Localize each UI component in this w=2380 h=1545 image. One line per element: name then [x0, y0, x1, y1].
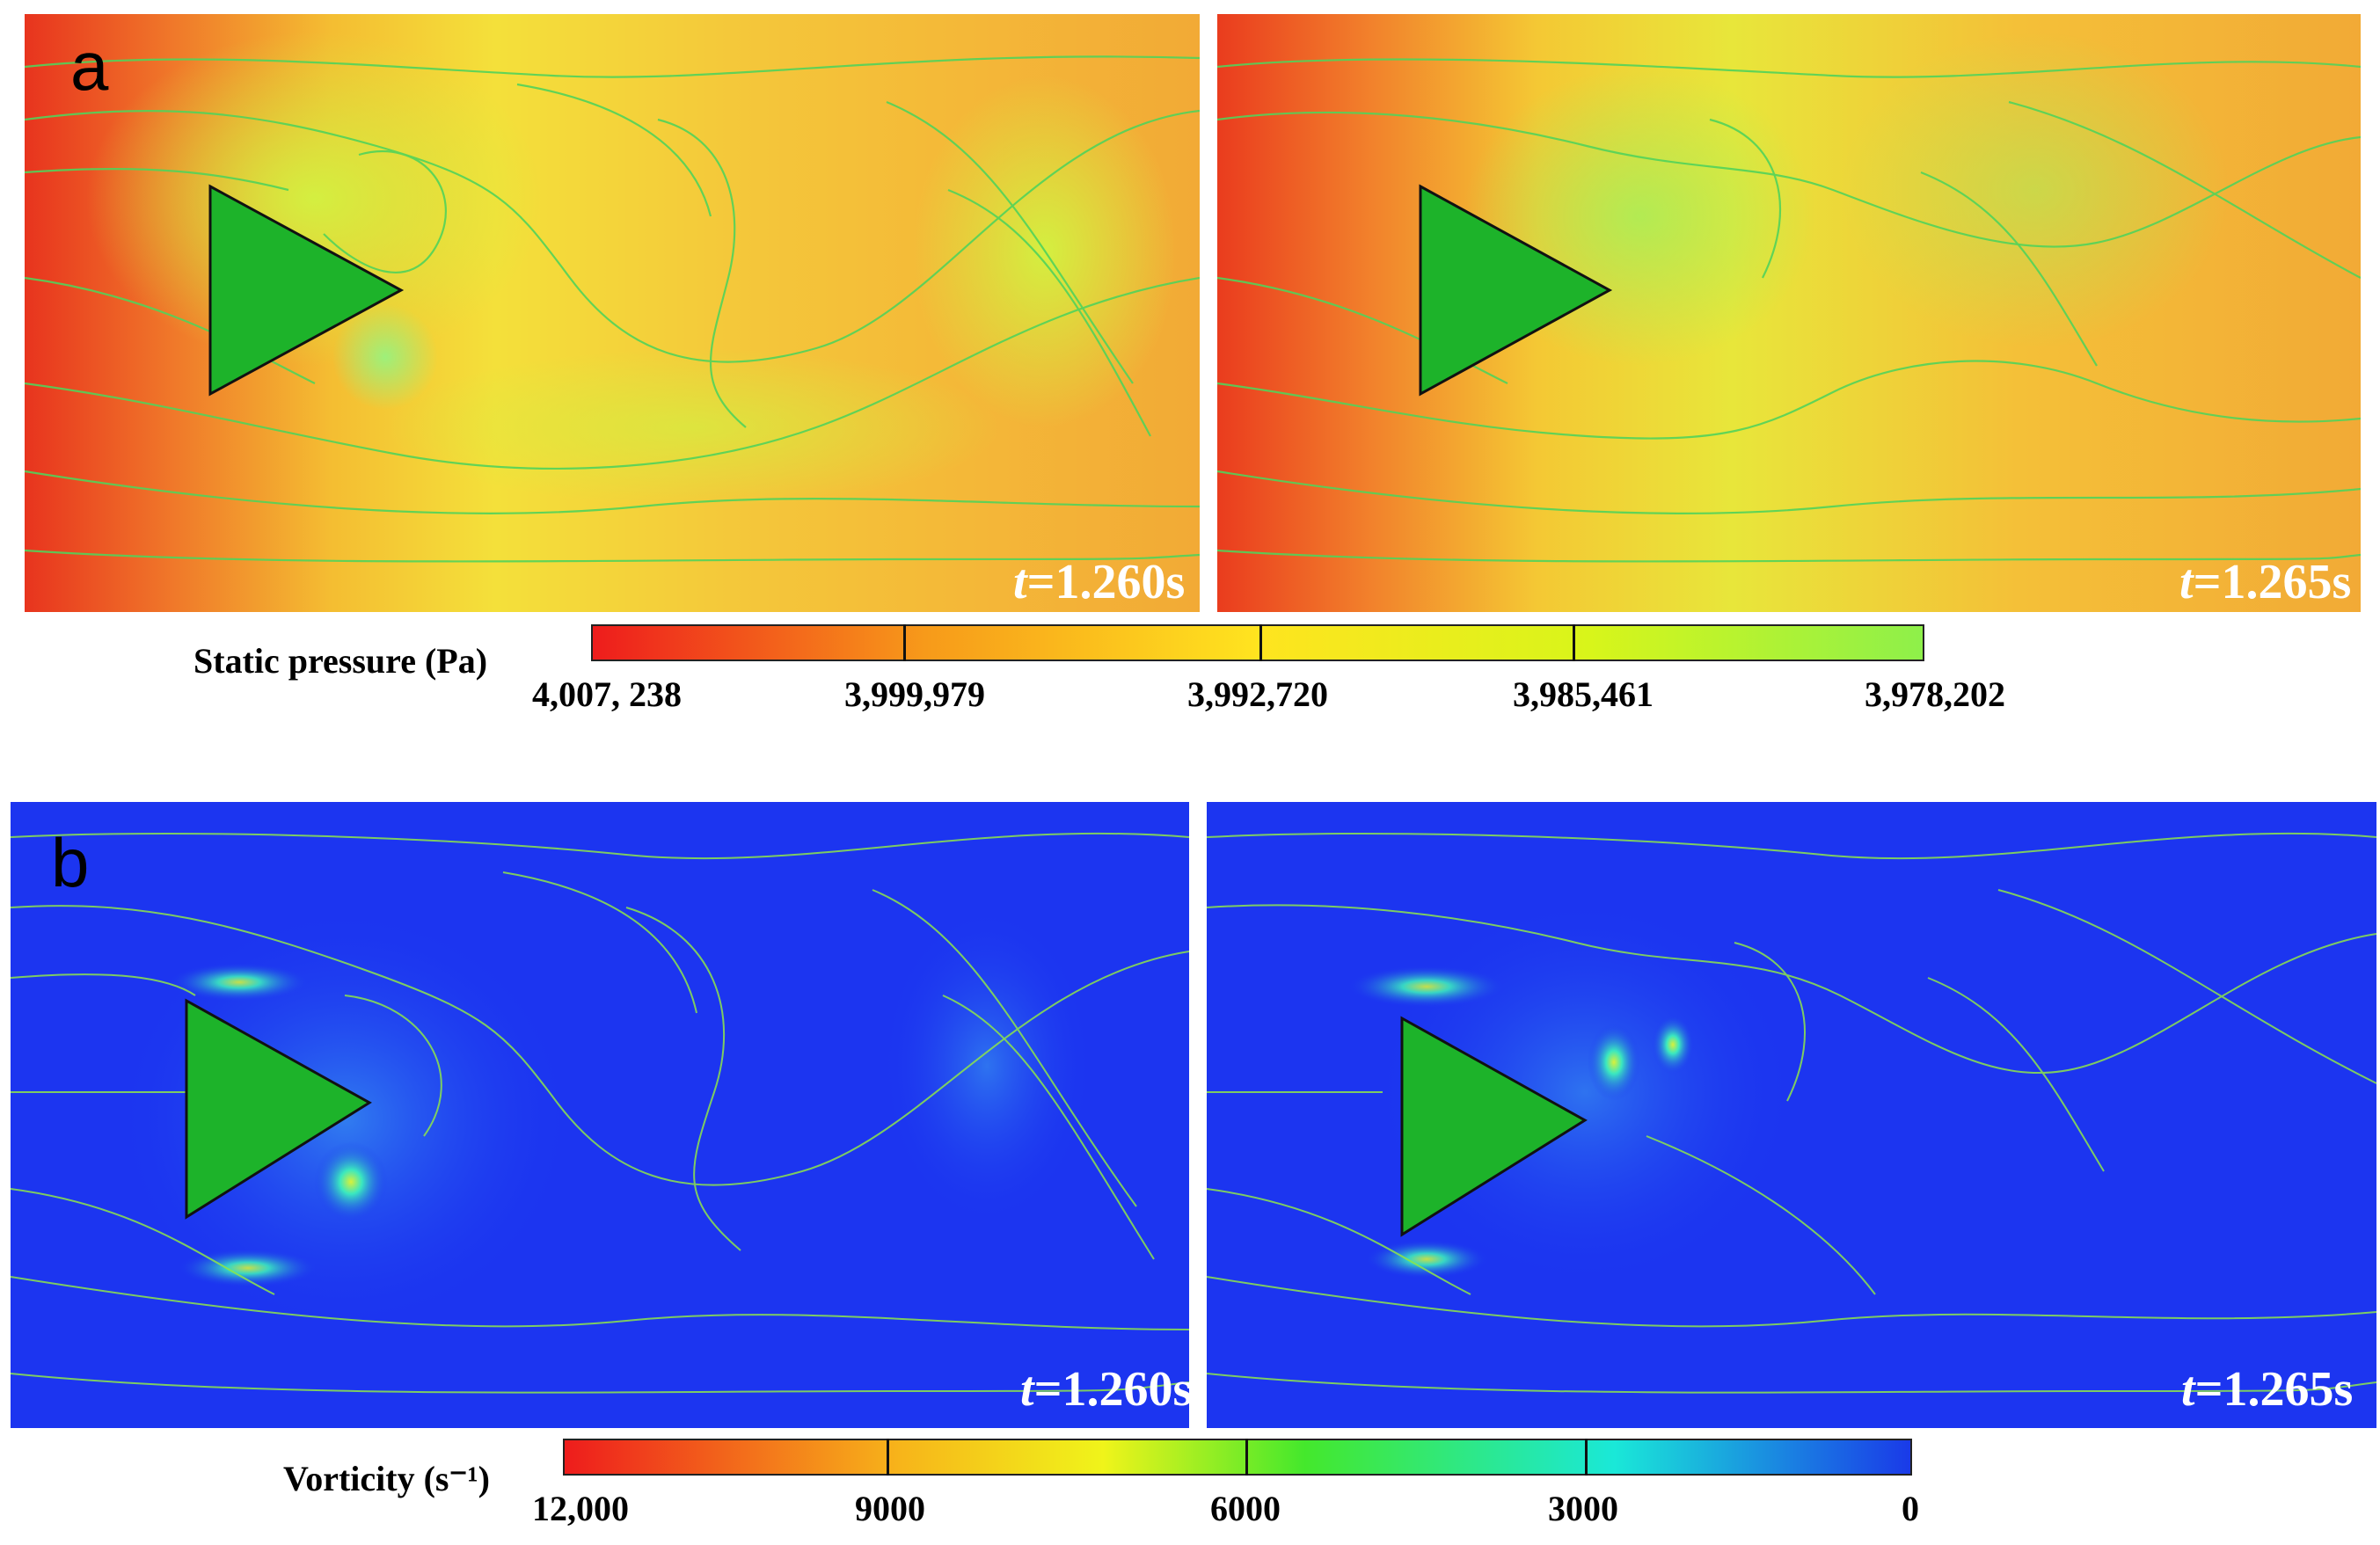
pressure-field-plot	[25, 14, 1200, 612]
time-variable: t	[2181, 1362, 2195, 1417]
pressure-field-plot	[1217, 14, 2361, 612]
colorbar-b-mark	[1585, 1439, 1588, 1476]
colorbar-b-tick: 6000	[1210, 1489, 1281, 1528]
vorticity-contour-t1260	[11, 802, 1189, 1428]
colorbar-b-tick: 3000	[1548, 1489, 1618, 1528]
colorbar-a-tick: 3,978,202	[1865, 674, 2005, 714]
time-label-a-left: t=1.260s	[1013, 555, 1186, 609]
time-label-a-right: t=1.265s	[2179, 555, 2352, 609]
time-label-b-right: t=1.265s	[2181, 1362, 2354, 1417]
vorticity-field-plot	[1207, 802, 2376, 1428]
colorbar-a-title: Static pressure (Pa)	[193, 641, 488, 681]
colorbar-a-tick: 3,992,720	[1187, 674, 1328, 714]
time-variable: t	[1013, 555, 1027, 609]
vorticity-contour-t1265	[1207, 802, 2376, 1428]
colorbar-a-mark	[1573, 624, 1575, 661]
colorbar-a-tick: 4,007, 238	[532, 674, 682, 714]
colorbar-a-tick: 3,999,979	[844, 674, 985, 714]
pressure-contour-t1265	[1217, 14, 2361, 612]
colorbar-b-tick: 0	[1902, 1489, 1919, 1528]
pressure-contour-t1260	[25, 14, 1200, 612]
time-variable: t	[1020, 1362, 1034, 1417]
colorbar-a-mark	[1259, 624, 1262, 661]
colorbar-a-tick: 3,985,461	[1513, 674, 1654, 714]
colorbar-b-mark	[1245, 1439, 1248, 1476]
panel-letter-b: b	[51, 824, 90, 901]
colorbar-b-tick: 12,000	[532, 1489, 629, 1528]
colorbar-a-gradient	[591, 624, 1924, 661]
time-label-b-left: t=1.260s	[1020, 1362, 1193, 1417]
panel-letter-a: a	[70, 27, 109, 105]
colorbar-b-title: Vorticity (s⁻¹)	[283, 1459, 490, 1498]
colorbar-b-tick: 9000	[855, 1489, 925, 1528]
colorbar-b-gradient	[563, 1439, 1912, 1476]
vorticity-field-plot	[11, 802, 1189, 1428]
colorbar-b-mark	[887, 1439, 889, 1476]
time-variable: t	[2179, 555, 2194, 609]
colorbar-a-mark	[903, 624, 906, 661]
